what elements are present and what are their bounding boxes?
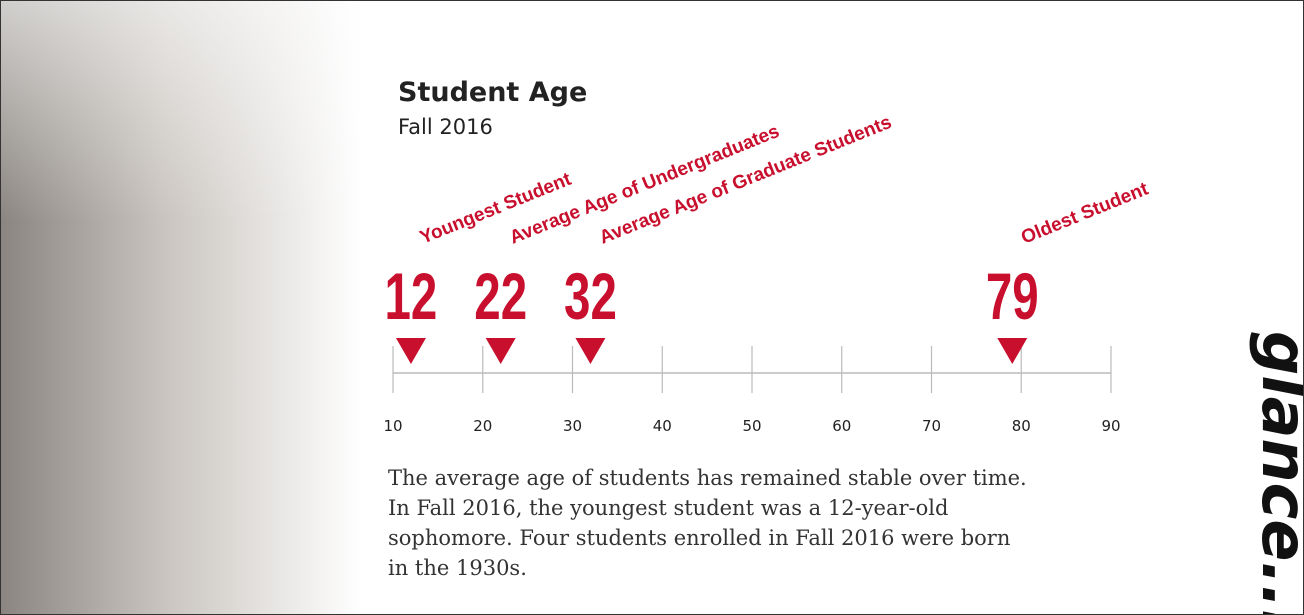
category-label: Youngest Student — [417, 169, 575, 249]
marker — [997, 338, 1028, 364]
x-tick-label: 20 — [473, 417, 492, 435]
category-label: Oldest Student — [1018, 178, 1152, 248]
value-label: 79 — [986, 260, 1039, 333]
side-text: glance... — [1248, 331, 1303, 614]
value-label: 22 — [474, 260, 527, 333]
marker — [575, 338, 606, 364]
x-tick-label: 50 — [742, 417, 761, 435]
value-label: 32 — [564, 260, 617, 333]
value-label: 12 — [385, 260, 438, 333]
x-tick-label: 80 — [1012, 417, 1031, 435]
marker — [485, 338, 516, 364]
marker — [395, 338, 426, 364]
photo-fade — [1, 1, 361, 221]
x-tick-label: 70 — [922, 417, 941, 435]
x-tick-label: 10 — [383, 417, 402, 435]
x-tick-label: 40 — [653, 417, 672, 435]
x-tick-label: 90 — [1101, 417, 1120, 435]
description: The average age of students has remained… — [388, 466, 1027, 580]
x-tick-label: 30 — [563, 417, 582, 435]
chart-subtitle: Fall 2016 — [398, 115, 493, 139]
x-tick-label: 60 — [832, 417, 851, 435]
chart-title: Student Age — [398, 77, 587, 108]
